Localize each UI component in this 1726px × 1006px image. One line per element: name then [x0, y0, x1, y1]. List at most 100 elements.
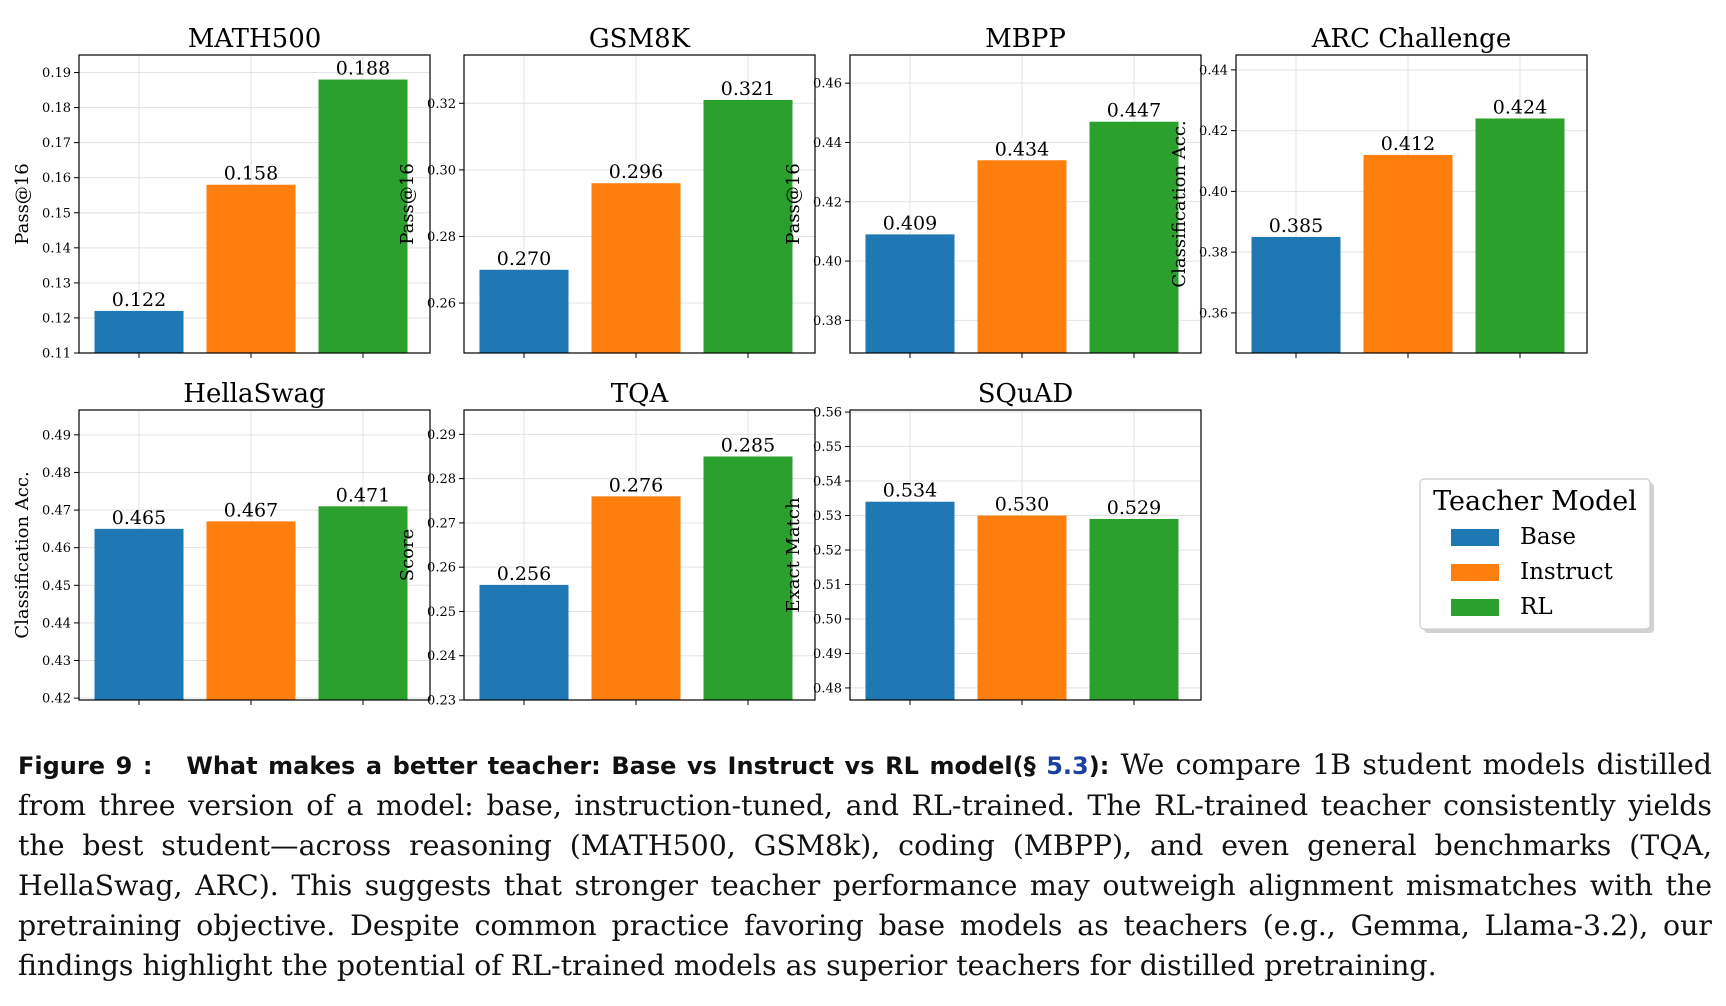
y-tick-label: 0.25 — [427, 605, 456, 620]
bar-rl — [318, 506, 408, 700]
bar-value-label: 0.285 — [721, 434, 775, 456]
chart-title: SQuAD — [978, 379, 1074, 409]
y-tick-label: 0.42 — [813, 195, 842, 210]
axes-frame — [78, 409, 431, 701]
y-tick-label: 0.44 — [1199, 63, 1228, 78]
bar-value-label: 0.256 — [497, 563, 551, 585]
y-tick-label: 0.36 — [1199, 306, 1228, 321]
y-tick-label: 0.19 — [42, 66, 71, 81]
bar-base — [94, 528, 184, 700]
figure-charts: 0.11 0.12 0.13 0.14 0.15 0.16 0.17 0.18 0.19 0.12… — [12, 24, 1654, 709]
axes-frame — [463, 54, 816, 354]
y-tick-label: 0.43 — [42, 654, 71, 669]
bar-instruct — [1363, 154, 1453, 353]
y-tick-label: 0.56 — [813, 406, 842, 421]
caption-title: What makes a better teacher: Base vs Ins… — [186, 752, 1109, 780]
y-tick-label: 0.29 — [427, 428, 456, 443]
y-tick-label: 0.23 — [427, 694, 456, 709]
axes-frame — [78, 54, 431, 354]
bar-rl — [1089, 518, 1179, 700]
caption-title-text: What makes a better teacher: Base vs Ins… — [186, 752, 1047, 780]
y-tick-label: 0.15 — [42, 206, 71, 221]
caption-title-end: ): — [1088, 752, 1110, 780]
y-axis-label: Pass@16 — [783, 163, 804, 244]
y-axis-label: Exact Match — [783, 497, 804, 613]
legend-label-instruct: Instruct — [1520, 559, 1614, 585]
axes-frame — [1235, 54, 1588, 354]
y-tick-label: 0.26 — [427, 561, 456, 576]
y-tick-label: 0.53 — [813, 509, 842, 524]
bar-base — [479, 269, 569, 353]
bar-value-label: 0.158 — [224, 163, 278, 185]
y-tick-label: 0.51 — [813, 578, 842, 593]
bar-instruct — [977, 515, 1067, 700]
y-tick-label: 0.13 — [42, 276, 71, 291]
bar-value-label: 0.534 — [883, 480, 937, 502]
chart-squad: 0.48 0.49 0.50 0.51 0.52 0.53 0.54 0.55 0.56 0.53… — [783, 379, 1202, 705]
chart-arc-challenge: 0.36 0.38 0.40 0.42 0.44 0.385 0.412 0.424 ARC C… — [1169, 24, 1588, 358]
bar-value-label: 0.296 — [609, 161, 663, 183]
y-tick-label: 0.42 — [1199, 124, 1228, 139]
bar-base — [865, 234, 955, 353]
bar-instruct — [206, 184, 296, 353]
bar-value-label: 0.385 — [1269, 215, 1323, 237]
y-tick-label: 0.26 — [427, 297, 456, 312]
y-tick-label: 0.44 — [813, 136, 842, 151]
y-tick-label: 0.54 — [813, 475, 842, 490]
bar-value-label: 0.465 — [112, 507, 166, 529]
bar-base — [1251, 236, 1341, 353]
y-tick-label: 0.28 — [427, 472, 456, 487]
y-tick-label: 0.55 — [813, 440, 842, 455]
legend-swatch-rl — [1451, 599, 1499, 616]
y-tick-label: 0.30 — [427, 163, 456, 178]
y-axis-label: Score — [397, 529, 418, 582]
bar-rl — [703, 99, 793, 353]
bar-value-label: 0.409 — [883, 212, 937, 234]
y-tick-label: 0.32 — [427, 97, 456, 112]
bar-base — [94, 310, 184, 353]
figure-caption: Figure 9 : What makes a better teacher: … — [18, 745, 1712, 986]
y-tick-label: 0.17 — [42, 136, 71, 151]
legend-label-rl: RL — [1520, 594, 1553, 620]
y-tick-label: 0.48 — [813, 681, 842, 696]
chart-title: MATH500 — [188, 24, 322, 54]
legend-title: Teacher Model — [1433, 486, 1637, 517]
y-tick-label: 0.49 — [42, 428, 71, 443]
y-tick-label: 0.44 — [42, 616, 71, 631]
chart-hellaswag: 0.42 0.43 0.44 0.45 0.46 0.47 0.48 0.49 0.465 0.4… — [12, 379, 431, 707]
caption-label: Figure 9 : — [18, 752, 153, 780]
y-tick-label: 0.40 — [1199, 185, 1228, 200]
bar-base — [865, 501, 955, 700]
y-tick-label: 0.46 — [42, 541, 71, 556]
y-tick-label: 0.48 — [42, 466, 71, 481]
y-tick-label: 0.14 — [42, 241, 71, 256]
y-tick-label: 0.27 — [427, 516, 456, 531]
legend-box — [1419, 478, 1651, 630]
y-tick-label: 0.38 — [1199, 246, 1228, 261]
y-tick-label: 0.11 — [42, 347, 71, 362]
caption-body: We compare 1B student models distilled f… — [18, 748, 1712, 982]
y-tick-label: 0.50 — [813, 612, 842, 627]
y-tick-label: 0.16 — [42, 171, 71, 186]
chart-title: HellaSwag — [183, 379, 325, 409]
axes-frame — [849, 409, 1202, 701]
bar-base — [479, 584, 569, 700]
y-tick-label: 0.42 — [42, 692, 71, 707]
bar-value-label: 0.188 — [336, 58, 390, 80]
bar-value-label: 0.424 — [1493, 96, 1547, 118]
y-axis-label: Pass@16 — [12, 163, 33, 244]
bar-value-label: 0.471 — [336, 484, 390, 506]
bar-rl — [318, 79, 408, 354]
bar-value-label: 0.122 — [112, 289, 166, 311]
y-axis-label: Classification Acc. — [12, 471, 33, 638]
legend-swatch-instruct — [1451, 564, 1499, 581]
bar-rl — [703, 456, 793, 700]
chart-tqa: 0.23 0.24 0.25 0.26 0.27 0.28 0.29 0.256 0.276 0.… — [397, 379, 816, 709]
bar-value-label: 0.529 — [1107, 497, 1161, 519]
y-tick-label: 0.28 — [427, 230, 456, 245]
y-tick-label: 0.40 — [813, 255, 842, 270]
chart-title: ARC Challenge — [1311, 24, 1511, 54]
caption-section-link[interactable]: 5.3 — [1046, 752, 1089, 780]
legend-label-base: Base — [1520, 524, 1576, 550]
y-tick-label: 0.52 — [813, 544, 842, 559]
